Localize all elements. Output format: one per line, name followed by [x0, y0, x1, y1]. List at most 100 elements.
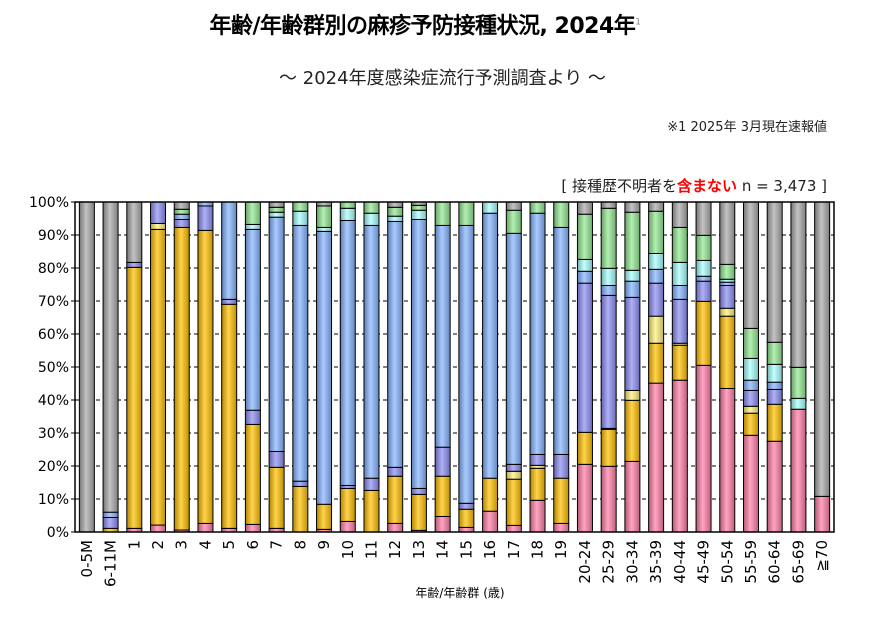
bar-0-5M: [78, 201, 95, 533]
bar-segment: [244, 409, 261, 425]
bar-segment: [410, 209, 427, 220]
bar-segment: [268, 466, 285, 529]
bar-17: [505, 201, 522, 533]
bar-segment: [624, 211, 641, 271]
bar-segment: [410, 487, 427, 495]
bar-40-44: [671, 201, 688, 533]
bar-segment: [576, 282, 593, 433]
x-tick-label: 40-44: [671, 540, 689, 584]
bar-segment: [505, 463, 522, 472]
bar-segment: [244, 423, 261, 525]
bar-segment: [363, 224, 380, 479]
x-tick-label: 30-34: [623, 540, 641, 584]
bar-segment: [173, 218, 190, 228]
bar-segment: [458, 502, 475, 510]
bar-segment: [339, 520, 356, 533]
bar-segment: [624, 269, 641, 282]
bar-segment: [742, 412, 759, 436]
bar-segment: [648, 382, 665, 533]
bar-segment: [671, 344, 688, 381]
bar-segment: [553, 201, 570, 228]
bar-11: [363, 201, 380, 533]
x-tick-label: 25-29: [600, 540, 618, 584]
y-tick-label: 100%: [29, 195, 69, 211]
y-tick-label: 50%: [38, 360, 69, 376]
bar-segment: [576, 201, 593, 215]
bar-segment: [268, 206, 285, 213]
bar-60-64: [766, 201, 783, 533]
bar-segment: [671, 298, 688, 344]
bar-segment: [648, 268, 665, 284]
x-tick-label: 45-49: [695, 540, 713, 584]
bar-segment: [244, 223, 261, 230]
bar-segment: [387, 220, 404, 468]
x-tick-label: 15: [457, 540, 475, 559]
y-tick-label: 20%: [38, 459, 69, 475]
bar-segment: [126, 201, 143, 263]
bar-segment: [387, 206, 404, 217]
bar-segment: [576, 213, 593, 260]
y-tick-label: 40%: [38, 393, 69, 409]
bar-segment: [292, 480, 309, 487]
bar-segment: [505, 478, 522, 526]
bar-segment: [624, 460, 641, 533]
bar-segment: [292, 485, 309, 533]
bar-9: [316, 201, 333, 533]
bar-segment: [648, 282, 665, 317]
bar-segment: [600, 267, 617, 286]
bar-segment: [790, 201, 807, 368]
bar-segment: [434, 475, 451, 517]
bar-55-59: [742, 201, 759, 533]
bar-segment: [316, 230, 333, 505]
bar-16: [482, 201, 499, 533]
bar-segment: [173, 226, 190, 531]
bar-segment: [505, 232, 522, 465]
x-tick-label: 5: [220, 540, 238, 550]
bar-segment: [244, 201, 261, 225]
bar-segment: [671, 201, 688, 228]
bar-segment: [363, 477, 380, 491]
bar-50-54: [719, 201, 736, 533]
bar-segment: [410, 493, 427, 531]
x-tick-label: 0-5M: [78, 540, 96, 577]
bar-segment: [434, 515, 451, 533]
x-tick-label: 1: [125, 540, 143, 550]
bar-segment: [387, 475, 404, 524]
bar-segment: [434, 201, 451, 226]
bar-segment: [316, 503, 333, 530]
bar-segment: [600, 428, 617, 467]
bar-2: [150, 201, 167, 533]
bar-segment: [102, 511, 119, 518]
bar-segment: [600, 201, 617, 209]
bar-segment: [292, 210, 309, 226]
bar-segment: [458, 201, 475, 226]
x-tick-label: 3: [173, 540, 191, 550]
bar-8: [292, 201, 309, 533]
y-tick-label: 80%: [38, 261, 69, 277]
bar-1: [126, 201, 143, 533]
bar-segment: [339, 487, 356, 522]
sample-note-suffix: n = 3,473 ]: [737, 177, 827, 195]
bar-4: [197, 201, 214, 533]
bar-segment: [529, 499, 546, 533]
x-tick-label: 35-39: [647, 540, 665, 584]
bar-segment: [624, 296, 641, 391]
x-tick-label: 9: [315, 540, 333, 550]
bar-segment: [553, 477, 570, 524]
x-tick-label: 11: [362, 540, 380, 559]
bar-segment: [790, 408, 807, 533]
bar-segment: [363, 201, 380, 214]
x-tick-label: 60-64: [766, 540, 784, 584]
bar-10: [339, 201, 356, 533]
bar-segment: [150, 524, 167, 533]
bar-segment: [648, 342, 665, 384]
bar-segment: [197, 229, 214, 524]
bar-segment: [576, 270, 593, 284]
bar-segment: [505, 201, 522, 211]
bar-segment: [648, 252, 665, 270]
bar-segment: [671, 284, 688, 300]
bar-segment: [150, 201, 167, 224]
bar-segment: [458, 224, 475, 504]
bar-segment: [553, 453, 570, 479]
bar-segment: [576, 431, 593, 465]
